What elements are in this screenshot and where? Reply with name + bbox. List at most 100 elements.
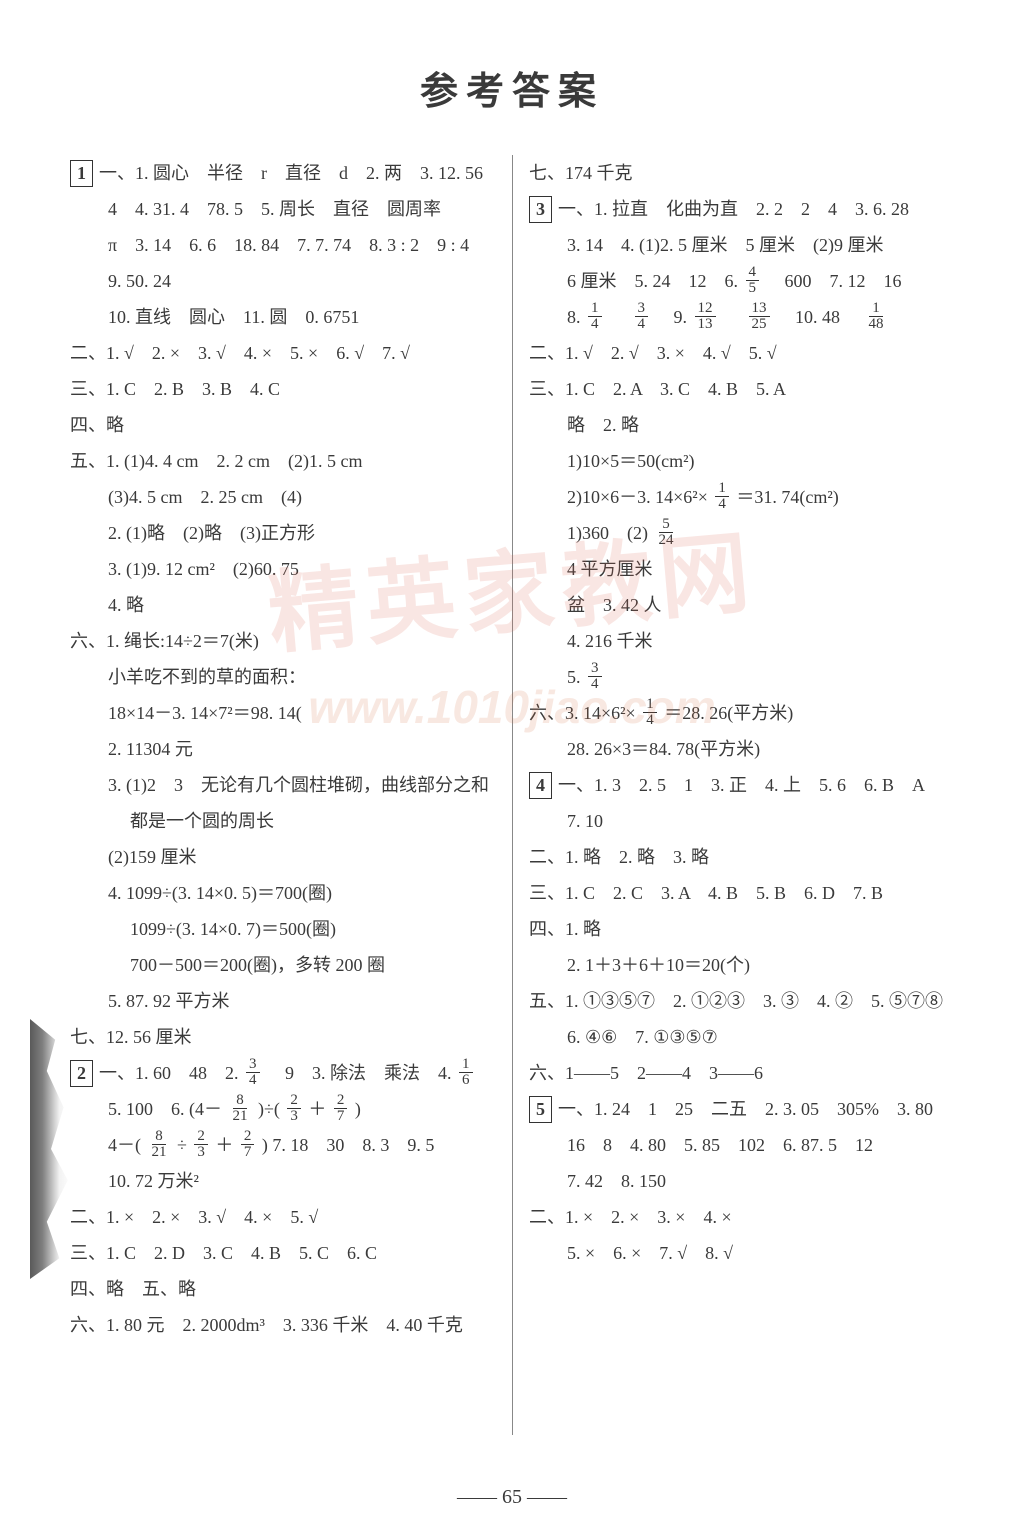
line: 2 一、1. 60 48 2. 34 9 3. 除法 乘法 4. 16 (70, 1055, 498, 1091)
fraction: 16 (459, 1057, 473, 1088)
line: 三、1. C 2. B 3. B 4. C (70, 371, 498, 407)
line: 9. 50. 24 (70, 263, 498, 299)
line: 1)10×5＝50(cm²) (529, 443, 954, 479)
line: 700－500＝200(圈)，多转 200 圈 (70, 947, 498, 983)
text: ＝28. 26(平方米) (664, 703, 793, 723)
text: 一、1. 拉直 化曲为直 2. 2 2 4 3. 6. 28 (558, 199, 909, 219)
section-box-4: 4 (529, 772, 552, 799)
line: (2)159 厘米 (70, 839, 498, 875)
line: 六、1. 80 元 2. 2000dm³ 3. 336 千米 4. 40 千克 (70, 1307, 498, 1343)
line: 小羊吃不到的草的面积： (70, 659, 498, 695)
line: 5 一、1. 24 1 25 二五 2. 3. 05 305% 3. 80 (529, 1091, 954, 1127)
text: 9 3. 除法 乘法 4. (267, 1063, 452, 1083)
line: 五、1. ①③⑤⑦ 2. ①②③ 3. ③ 4. ② 5. ⑤⑦⑧ (529, 983, 954, 1019)
line: 6 厘米 5. 24 12 6. 45 600 7. 12 16 (529, 263, 954, 299)
text: ＝31. 74(cm²) (736, 487, 838, 507)
line: 8. 14 34 9. 1213 1325 10. 48 148 (529, 299, 954, 335)
text: ) (355, 1099, 361, 1119)
line: (3)4. 5 cm 2. 25 cm (4) (70, 479, 498, 515)
line: 2. (1)略 (2)略 (3)正方形 (70, 515, 498, 551)
fraction: 14 (588, 301, 602, 332)
line: 16 8 4. 80 5. 85 102 6. 87. 5 12 (529, 1127, 954, 1163)
line: 1099÷(3. 14×0. 7)＝500(圈) (70, 911, 498, 947)
line: 18×14－3. 14×7²＝98. 14( (70, 695, 498, 731)
fraction: 27 (334, 1093, 348, 1124)
text: 一、1. 24 1 25 二五 2. 3. 05 305% 3. 80 (558, 1099, 933, 1119)
line: 10. 直线 圆心 11. 圆 0. 6751 (70, 299, 498, 335)
line: 5. 34 (529, 659, 954, 695)
fraction: 34 (635, 301, 649, 332)
text: 5. (567, 667, 581, 687)
line: 3. (1)9. 12 cm² (2)60. 75 (70, 551, 498, 587)
line: 五、1. (1)4. 4 cm 2. 2 cm (2)1. 5 cm (70, 443, 498, 479)
text: 一、1. 60 48 2. (99, 1063, 239, 1083)
line: 5. 87. 92 平方米 (70, 983, 498, 1019)
line: 4－( 821 ÷ 23 ＋ 27 ) 7. 18 30 8. 3 9. 5 (70, 1127, 498, 1163)
line: 三、1. C 2. C 3. A 4. B 5. B 6. D 7. B (529, 875, 954, 911)
section-box-1: 1 (70, 160, 93, 187)
fraction: 821 (149, 1129, 170, 1160)
text: 600 7. 12 16 (767, 271, 902, 291)
section-box-3: 3 (529, 196, 552, 223)
line: 2. 1＋3＋6＋10＝20(个) (529, 947, 954, 983)
section-box-5: 5 (529, 1096, 552, 1123)
section-box-2: 2 (70, 1060, 93, 1087)
line: 四、1. 略 (529, 911, 954, 947)
text: 2)10×6－3. 14×6²× (567, 487, 708, 507)
line: 六、1——5 2——4 3——6 (529, 1055, 954, 1091)
line: 三、1. C 2. A 3. C 4. B 5. A (529, 371, 954, 407)
line: 1)360 (2) 524 (529, 515, 954, 551)
line: 5. × 6. × 7. √ 8. √ (529, 1235, 954, 1271)
line: 略 2. 略 (529, 407, 954, 443)
line: 二、1. 略 2. 略 3. 略 (529, 839, 954, 875)
line: 六、1. 绳长:14÷2＝7(米) (70, 623, 498, 659)
line: 4 平方厘米 (529, 551, 954, 587)
fraction: 34 (588, 661, 602, 692)
line: 都是一个圆的周长 (70, 803, 498, 839)
page-number: 65 (0, 1486, 1024, 1509)
line: 二、1. √ 2. × 3. √ 4. × 5. × 6. √ 7. √ (70, 335, 498, 371)
text: 一、1. 3 2. 5 1 3. 正 4. 上 5. 6 6. B A (558, 775, 925, 795)
line: 二、1. × 2. × 3. × 4. × (529, 1199, 954, 1235)
fraction: 14 (715, 481, 729, 512)
fraction: 34 (246, 1057, 260, 1088)
text: 5. 100 6. (108, 1099, 185, 1119)
text: 10. 48 (777, 307, 858, 327)
line: 二、1. × 2. × 3. √ 4. × 5. √ (70, 1199, 498, 1235)
line: 四、略 五、略 (70, 1271, 498, 1307)
fraction: 45 (746, 265, 760, 296)
line: 六、3. 14×6²× 14 ＝28. 26(平方米) (529, 695, 954, 731)
text (609, 307, 627, 327)
line: 28. 26×3＝84. 78(平方米) (529, 731, 954, 767)
right-column: 七、174 千克 3一、1. 拉直 化曲为直 2. 2 2 4 3. 6. 28… (512, 155, 964, 1435)
fraction: 23 (287, 1093, 301, 1124)
fraction: 524 (655, 517, 676, 548)
line: 1一、1. 圆心 半径 r 直径 d 2. 两 3. 12. 56 (70, 155, 498, 191)
text: )÷( (258, 1099, 280, 1119)
line: 七、12. 56 厘米 (70, 1019, 498, 1055)
columns: 1一、1. 圆心 半径 r 直径 d 2. 两 3. 12. 56 4 4. 3… (60, 155, 964, 1435)
line: 6. ④⑥ 7. ①③⑤⑦ (529, 1019, 954, 1055)
fraction: 27 (241, 1129, 255, 1160)
fraction: 148 (866, 301, 887, 332)
text: 8. (567, 307, 581, 327)
line: 盆 3. 42 人 (529, 587, 954, 623)
left-column: 1一、1. 圆心 半径 r 直径 d 2. 两 3. 12. 56 4 4. 3… (60, 155, 512, 1435)
fraction: 23 (194, 1129, 208, 1160)
line: 三、1. C 2. D 3. C 4. B 5. C 6. C (70, 1235, 498, 1271)
text: 1)360 (2) (567, 523, 648, 543)
text: 9. (656, 307, 688, 327)
page-title: 参考答案 (60, 60, 964, 115)
text: ＋ (215, 1135, 233, 1155)
line: 10. 72 万米² (70, 1163, 498, 1199)
line: 3 一、1. 拉直 化曲为直 2. 2 2 4 3. 6. 28 (529, 191, 954, 227)
fraction: 1213 (695, 301, 716, 332)
line: 四、略 (70, 407, 498, 443)
line: 4. 略 (70, 587, 498, 623)
line: 5. 100 6. (4－ 821 )÷( 23 ＋ 27 ) (70, 1091, 498, 1127)
line: 7. 10 (529, 803, 954, 839)
line: 4. 1099÷(3. 14×0. 5)＝700(圈) (70, 875, 498, 911)
fraction: 14 (643, 697, 657, 728)
line: 2. 11304 元 (70, 731, 498, 767)
text (723, 307, 741, 327)
